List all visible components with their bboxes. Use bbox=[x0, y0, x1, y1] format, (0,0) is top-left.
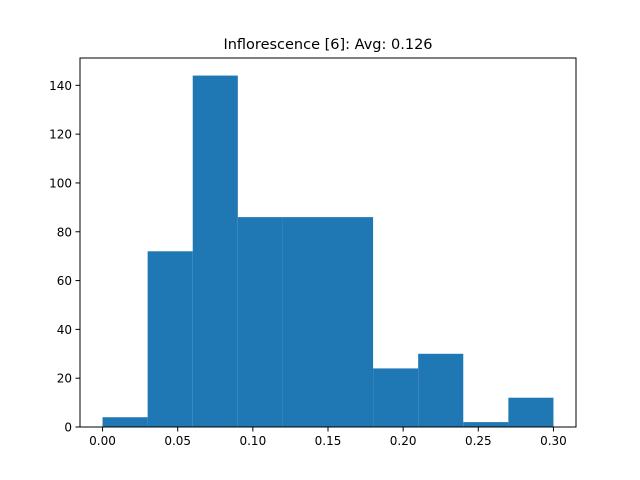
histogram-bar bbox=[102, 417, 148, 427]
histogram-bar bbox=[373, 368, 419, 427]
x-tick-label: 0.10 bbox=[239, 434, 266, 448]
x-tick-label: 0.30 bbox=[540, 434, 567, 448]
histogram-bar bbox=[147, 251, 193, 427]
histogram-bar bbox=[237, 217, 283, 427]
x-tick-label: 0.20 bbox=[390, 434, 417, 448]
y-tick-label: 100 bbox=[49, 176, 72, 190]
histogram-bar bbox=[328, 217, 374, 427]
x-tick-label: 0.15 bbox=[315, 434, 342, 448]
y-tick-label: 120 bbox=[49, 128, 72, 142]
chart-title: Inflorescence [6]: Avg: 0.126 bbox=[223, 37, 432, 53]
histogram-bar bbox=[192, 75, 238, 428]
y-tick-label: 20 bbox=[57, 372, 72, 386]
y-axis: 0 20 40 60 80 100 120 140 bbox=[49, 79, 80, 435]
histogram-bar bbox=[463, 422, 509, 427]
y-tick-label: 140 bbox=[49, 79, 72, 93]
histogram-bar bbox=[508, 397, 554, 427]
histogram-bar bbox=[418, 353, 464, 427]
x-tick-label: 0.05 bbox=[164, 434, 191, 448]
plot-frame bbox=[79, 57, 577, 428]
histogram-bar bbox=[282, 217, 328, 427]
y-tick-label: 80 bbox=[57, 225, 72, 239]
bars-group bbox=[102, 75, 554, 428]
y-tick-label: 60 bbox=[57, 274, 72, 288]
x-tick-label: 0.00 bbox=[89, 434, 116, 448]
x-tick-label: 0.25 bbox=[465, 434, 492, 448]
y-tick-label: 0 bbox=[64, 421, 72, 435]
x-axis: 0.00 0.05 0.10 0.15 0.20 0.25 0.30 bbox=[89, 427, 567, 448]
y-tick-label: 40 bbox=[57, 323, 72, 337]
